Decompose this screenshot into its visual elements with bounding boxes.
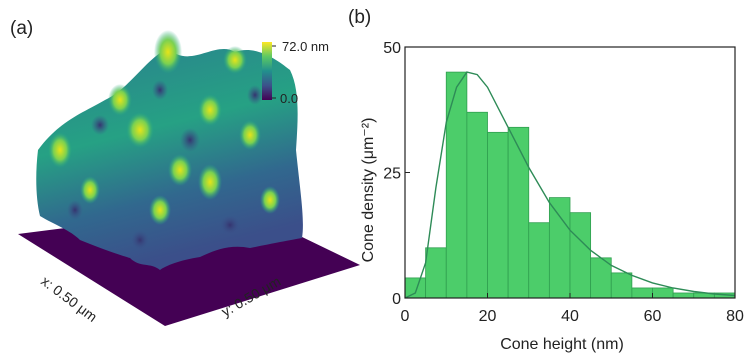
histogram-bar (569, 212, 592, 299)
panel-b-label: (b) (348, 7, 371, 28)
histogram-bar (445, 71, 468, 299)
y-tick-label: 50 (383, 40, 401, 57)
colorbar-min-label: 0.0 (280, 91, 298, 106)
surface-valley (180, 128, 200, 152)
surface-valley (152, 80, 168, 100)
surface-peak (154, 30, 182, 74)
fit-curve (404, 71, 736, 299)
panel-a: (a) 72.0 nm 0.0 x: 0.50 μm y: 0.50 μm (10, 18, 360, 326)
histogram-plot: 0 20 40 60 80 0 25 50 (383, 40, 744, 325)
histogram-bar (404, 277, 427, 299)
surface-peak (168, 154, 192, 186)
histogram-bar (610, 272, 633, 299)
surface-valley (91, 115, 109, 135)
histogram-bar (548, 197, 571, 299)
panel-b: (b) 0 20 40 60 80 0 25 50 Cone height (nm) Cone… (348, 7, 744, 353)
x-tick-label: 80 (726, 308, 744, 325)
x-tick-label: 0 (401, 308, 410, 325)
surface-peak (108, 84, 132, 116)
x-axis-label: x: 0.50 μm (38, 273, 100, 325)
surface-valley (131, 230, 149, 250)
histogram-bar (487, 131, 509, 299)
histogram-bar (507, 126, 530, 299)
surface-peak (239, 120, 261, 150)
surface-peak (223, 46, 247, 74)
surface-peak (198, 94, 222, 126)
histogram-bar (631, 287, 653, 299)
surface-peak (260, 186, 280, 214)
y-tick-label: 0 (392, 291, 401, 308)
surface-valley (247, 85, 263, 105)
y-axis-title: Cone density (μm⁻²) (360, 118, 377, 263)
histogram-bar (466, 111, 488, 299)
surface-topography (36, 30, 303, 270)
surface-peak (198, 164, 222, 200)
surface-peak (80, 176, 100, 204)
surface-peak (149, 195, 171, 225)
x-tick-label: 60 (644, 308, 662, 325)
x-axis-title: Cone height (nm) (500, 336, 624, 353)
x-tick-label: 40 (561, 308, 579, 325)
histogram-bar (672, 292, 695, 299)
surface-peak (126, 112, 154, 148)
panel-a-label: (a) (10, 18, 33, 39)
surface-peak (48, 132, 72, 168)
colorbar-gradient (262, 42, 272, 100)
histogram-bar (425, 247, 447, 299)
colorbar-max-label: 72.0 nm (282, 39, 329, 54)
colorbar: 72.0 nm 0.0 (262, 39, 329, 106)
surface-valley (67, 200, 83, 220)
y-tick-label: 25 (383, 166, 401, 183)
x-tick-label: 20 (479, 308, 497, 325)
histogram-bar (528, 222, 550, 299)
surface-valley (220, 215, 240, 235)
histogram-bar (652, 287, 674, 299)
